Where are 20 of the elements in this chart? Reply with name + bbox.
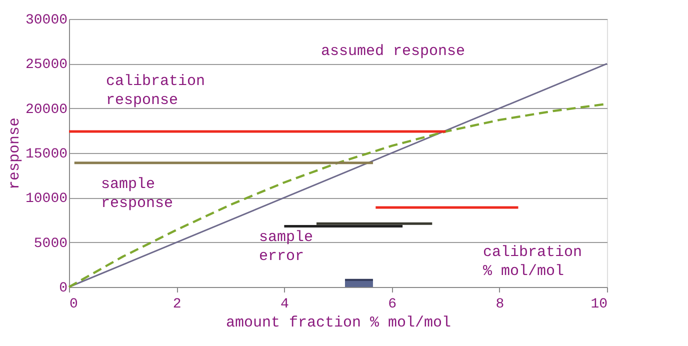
x-tick-label: 10 (590, 296, 608, 312)
x-tick-label: 2 (172, 296, 182, 312)
annotation: sample error (259, 229, 314, 265)
x-tick-label: 0 (70, 296, 78, 312)
y-tick-label: 15000 (25, 146, 68, 162)
y-axis-title: response (6, 117, 24, 190)
x-tick-label: 6 (388, 296, 397, 312)
x-tick-label: 8 (496, 296, 504, 312)
x-tick-label: 4 (280, 296, 289, 312)
annotation: sample response (101, 176, 174, 212)
y-tick-label: 25000 (25, 57, 68, 74)
annotation: assumed response (321, 43, 466, 60)
y-tick-label: 30000 (25, 12, 68, 28)
x-axis-title: amount fraction % mol/mol (226, 314, 452, 332)
annotation: calibration response (106, 73, 206, 109)
annotation: calibration % mol/mol (483, 244, 582, 280)
y-tick-label: 0 (59, 280, 68, 296)
y-tick-label: 5000 (34, 236, 68, 252)
y-tick-label: 20000 (25, 102, 68, 118)
y-tick-label: 10000 (25, 191, 68, 208)
